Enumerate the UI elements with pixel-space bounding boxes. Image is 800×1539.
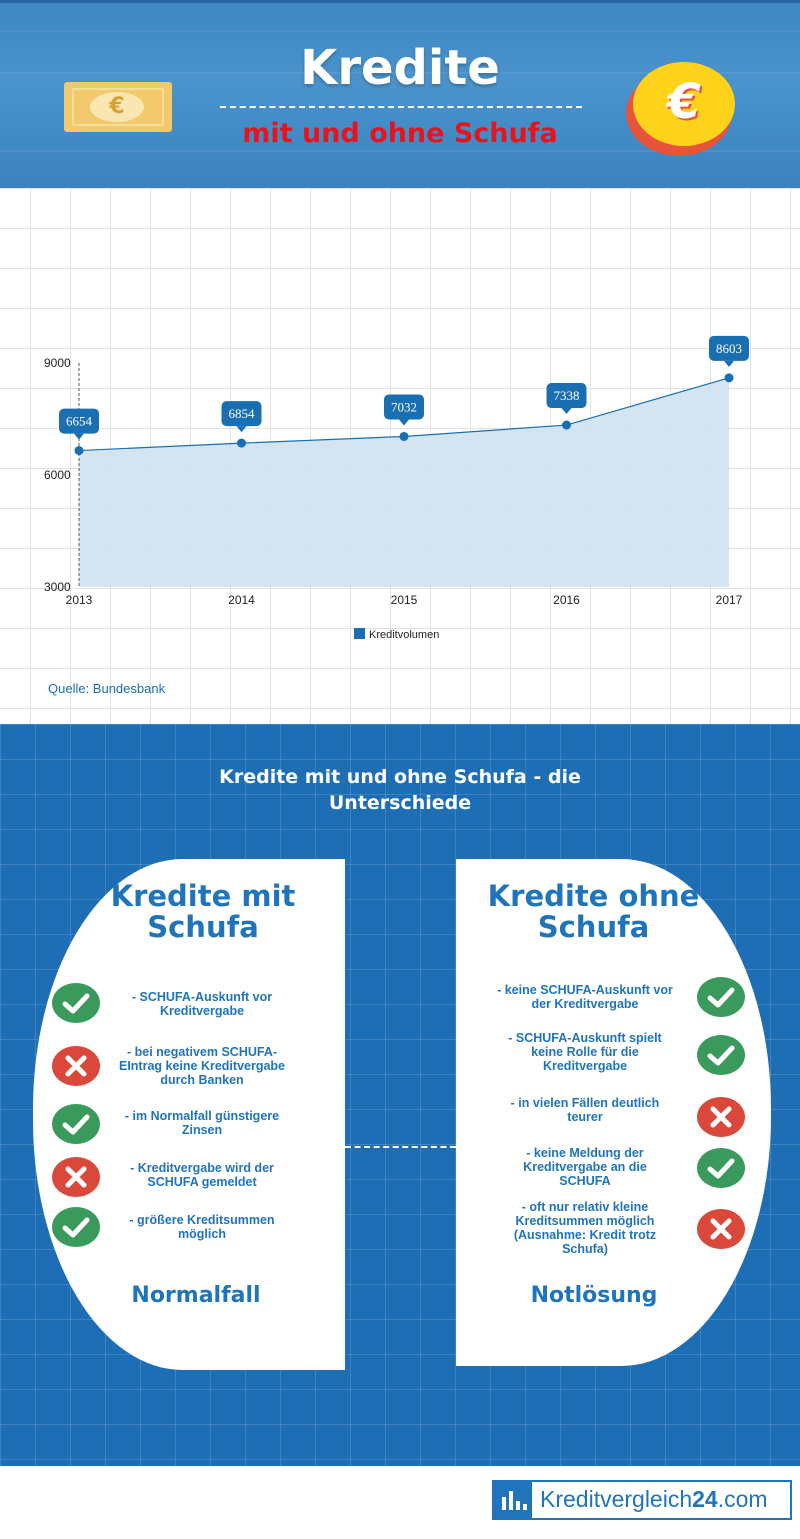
comparison-title: Kredite mit und ohne Schufa - die Unters… <box>219 766 581 814</box>
title-divider <box>220 106 582 108</box>
check-icon <box>52 1104 100 1144</box>
y-tick-label: 3000 <box>44 580 71 594</box>
card-without-schufa: Kredite ohne Schufa - keine SCHUFA-Ausku… <box>456 859 771 1366</box>
brand-name-number: 24 <box>692 1486 718 1512</box>
euro-coin-icon: € <box>633 62 735 146</box>
data-point <box>562 420 571 430</box>
banknote-euro-symbol: € <box>90 92 144 122</box>
header-top-line <box>0 0 800 3</box>
check-icon <box>52 1207 100 1247</box>
legend-swatch <box>354 628 365 639</box>
y-tick-label: 9000 <box>44 356 71 370</box>
x-tick-label: 2013 <box>66 593 93 607</box>
data-label: 8603 <box>716 341 742 356</box>
data-label-bubble: 8603 <box>709 335 749 367</box>
card-title-line: Kredite ohne <box>487 879 700 913</box>
comparison-item-text: - Kreditvergabe wird der SCHUFA gemeldet <box>130 1161 274 1189</box>
chart-source: Quelle: Bundesbank <box>48 681 166 696</box>
bar-chart-icon <box>494 1482 532 1518</box>
x-tick-label: 2015 <box>391 593 418 607</box>
comparison-item-text: - bei negativem SCHUFA-EIntrag keine Kre… <box>118 1045 286 1087</box>
data-label-pointer <box>724 360 734 367</box>
header-texture <box>0 150 800 152</box>
card-title-line: Schufa <box>147 910 259 944</box>
check-icon <box>697 977 745 1017</box>
data-label-bg <box>221 401 262 427</box>
data-label-bg <box>709 335 749 361</box>
cross-icon <box>697 1097 745 1137</box>
data-label-bg <box>546 383 587 409</box>
x-tick-label: 2014 <box>228 593 255 607</box>
page-subtitle: mit und ohne Schufa <box>242 118 558 149</box>
comparison-item-text: - im Normalfall günstigere Zinsen <box>124 1109 280 1137</box>
card-footer: Notlösung <box>530 1283 658 1308</box>
data-label-bubble: 6654 <box>59 408 99 440</box>
data-point <box>237 438 246 448</box>
brand-logo[interactable]: Kreditvergleich24.com <box>492 1480 792 1520</box>
header-texture <box>0 72 800 74</box>
data-label-bg <box>384 394 424 420</box>
legend-label: Kreditvolumen <box>369 629 440 641</box>
header-texture <box>0 30 800 32</box>
data-label: 6654 <box>66 414 93 429</box>
comparison-item-text: - größere Kreditsummen möglich <box>129 1213 275 1241</box>
brand-name-suffix: .com <box>717 1486 768 1512</box>
coin-euro-symbol: € <box>667 74 701 130</box>
cross-icon <box>52 1157 100 1197</box>
data-label: 7032 <box>391 399 417 414</box>
data-point <box>399 431 409 441</box>
data-label-bubble: 6854 <box>221 401 262 433</box>
data-label-pointer <box>74 433 84 440</box>
data-label-pointer <box>561 408 572 415</box>
data-label-bubble: 7338 <box>546 383 587 415</box>
area-fill <box>79 377 729 587</box>
comparison-item-text: - keine Meldung der Kreditvergabe an die… <box>523 1146 647 1188</box>
data-label-pointer <box>399 419 409 426</box>
brand-name: Kreditvergleich24.com <box>540 1486 768 1513</box>
banknote-icon: € <box>64 82 172 132</box>
data-label-pointer <box>236 426 247 433</box>
check-icon <box>697 1148 745 1188</box>
data-label-bubble: 7032 <box>384 394 424 426</box>
comparison-item-text: - in vielen Fällen deutlich teurer <box>510 1096 660 1124</box>
y-tick-label: 6000 <box>44 468 71 482</box>
card-title-line: Schufa <box>537 910 650 944</box>
cross-icon <box>52 1046 100 1086</box>
card-title-line: Kredite mit <box>110 879 296 913</box>
card-with-schufa: Kredite mit Schufa - SCHUFA-Auskunft vor… <box>33 859 345 1370</box>
chart-legend: Kreditvolumen <box>354 628 439 644</box>
header-banner: € Kredite mit und ohne Schufa € <box>0 0 800 188</box>
cross-icon <box>697 1209 745 1249</box>
card-title: Kredite ohne Schufa <box>466 881 721 943</box>
data-label: 6854 <box>229 406 256 421</box>
comparison-section: Kredite mit und ohne Schufa - die Unters… <box>0 724 800 1466</box>
comparison-item-text: - keine SCHUFA-Auskunft vor der Kreditve… <box>497 983 673 1011</box>
brand-name-main: Kreditvergleich <box>540 1486 693 1512</box>
footer: Kreditvergleich24.com <box>0 1466 800 1539</box>
data-point <box>724 373 734 383</box>
x-tick-label: 2016 <box>553 593 580 607</box>
x-tick-label: 2017 <box>716 593 743 607</box>
card-title: Kredite mit Schufa <box>73 881 333 943</box>
chart-section: 9000 6000 3000 2013 2014 2015 2016 2017 6654 685… <box>0 188 800 724</box>
comparison-item-text: - SCHUFA-Auskunft spielt keine Rolle für… <box>508 1031 662 1073</box>
card-footer: Normalfall <box>131 1283 261 1308</box>
check-icon <box>697 1035 745 1075</box>
data-point <box>74 446 84 456</box>
data-label: 7338 <box>554 388 580 403</box>
check-icon <box>52 983 100 1023</box>
page-title: Kredite <box>300 40 500 96</box>
card-connector <box>345 1146 456 1148</box>
comparison-item-text: - SCHUFA-Auskunft vor Kreditvergabe <box>131 990 273 1018</box>
data-label-bg <box>59 408 99 434</box>
comparison-item-text: - oft nur relativ kleine Kreditsummen mö… <box>513 1200 657 1256</box>
